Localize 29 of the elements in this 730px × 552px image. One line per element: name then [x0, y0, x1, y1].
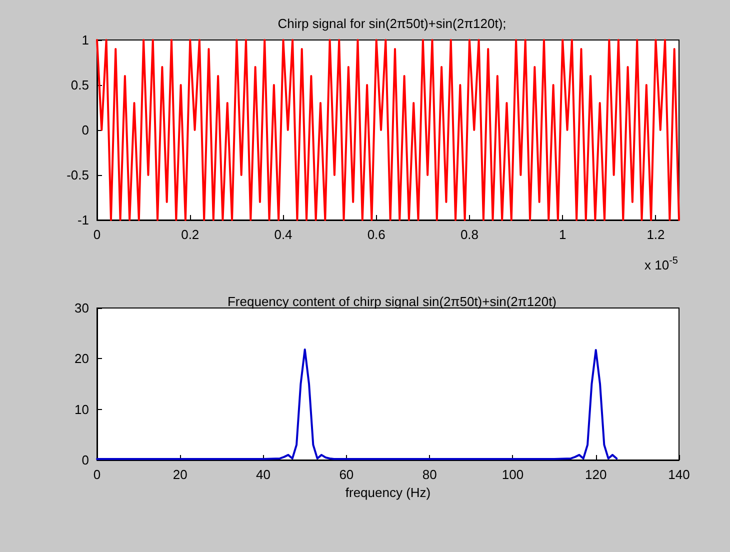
- y-tick-label: -1: [77, 212, 89, 228]
- x-tick-label: 1: [558, 227, 566, 242]
- y-tick-label: -0.5: [66, 168, 89, 182]
- line-series: [96, 348, 618, 460]
- x-tick-label: 20: [172, 467, 188, 482]
- y-tick-label: 0.5: [70, 78, 89, 92]
- y-tick-label: 20: [74, 351, 89, 366]
- x-tick-label: 0.2: [181, 227, 200, 242]
- x-axis-title: frequency (Hz): [345, 484, 431, 500]
- x-tick-label: 120: [585, 467, 607, 482]
- y-tick-label: 0: [82, 452, 89, 468]
- x-tick-label: 100: [502, 467, 524, 482]
- chart-title: Frequency content of chirp signal sin(2π50t)+sin(2π120t): [227, 294, 557, 309]
- x-tick-label: 1.2: [646, 227, 665, 242]
- x-tick-label: 0: [93, 467, 101, 482]
- chart-title: Chirp signal for sin(2π50t)+sin(2π120t);: [278, 16, 506, 31]
- y-tick-label: 10: [74, 402, 89, 417]
- x-tick-label: 140: [668, 467, 690, 482]
- x-tick-label: 0.8: [460, 227, 479, 242]
- x-tick-label: 0.6: [367, 227, 386, 242]
- line-series: [96, 39, 680, 221]
- x-tick-label: 0.4: [274, 227, 292, 242]
- x-tick-label: 0: [93, 227, 101, 242]
- y-tick-label: 0: [82, 122, 89, 138]
- x-tick-label: 40: [256, 467, 271, 482]
- y-tick-label: 30: [74, 300, 89, 316]
- y-tick-label: 1: [82, 32, 89, 48]
- x-tick-label: 60: [339, 467, 354, 482]
- x-tick-label: 80: [422, 467, 437, 482]
